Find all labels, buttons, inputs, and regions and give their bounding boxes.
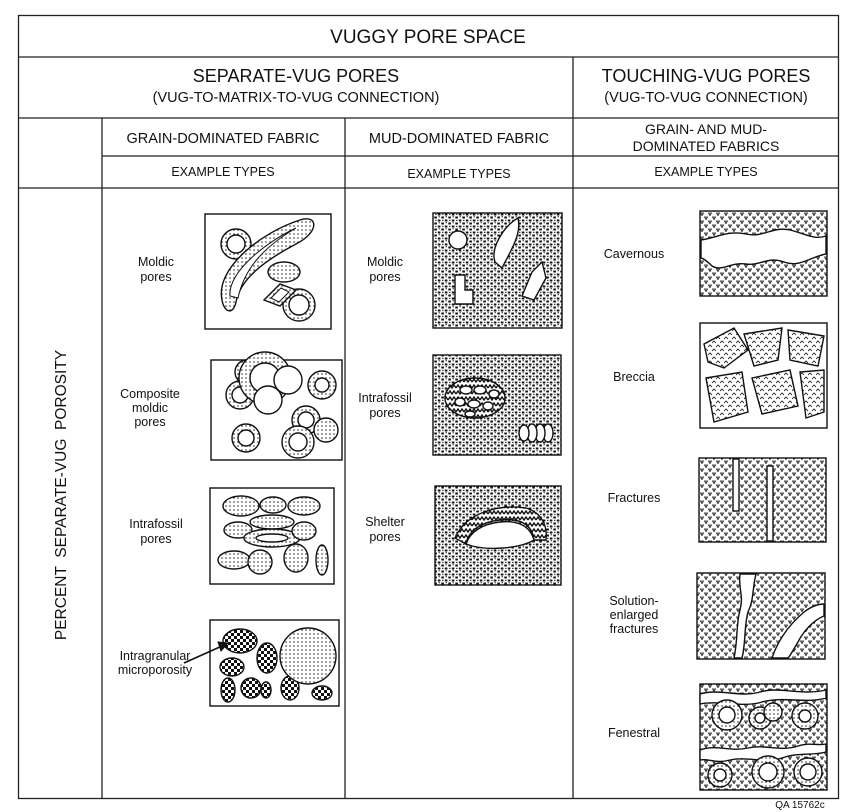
illustration-touching-fractures <box>698 457 827 543</box>
illustration-grain-intrafossil <box>209 487 335 585</box>
illustration-mud-shelter <box>434 485 562 586</box>
separate-vug-title: SEPARATE-VUG PORES <box>193 66 399 86</box>
touching-label-fractures: Fractures <box>608 491 661 505</box>
main-title: VUGGY PORE SPACE <box>330 27 526 48</box>
mud-example-labels: Moldic pores Intrafossil pores Shelter p… <box>358 255 412 544</box>
illustration-touching-cavernous <box>699 210 828 297</box>
touching-vug-title: TOUCHING-VUG PORES <box>602 66 811 86</box>
separate-vug-subtitle: (VUG-TO-MATRIX-TO-VUG CONNECTION) <box>153 90 440 106</box>
touching-example-labels: Cavernous Breccia Fractures Solution- en… <box>604 247 664 740</box>
mud-fabric-header: MUD-DOMINATED FABRIC <box>369 131 549 147</box>
grain-label-moldic-2: pores <box>140 270 171 284</box>
both-fabric-header-line1: GRAIN- AND MUD- <box>645 121 767 137</box>
touching-label-breccia: Breccia <box>613 370 655 384</box>
grain-fabric-header: GRAIN-DOMINATED FABRIC <box>126 131 319 147</box>
grain-label-composite-2: moldic <box>132 401 168 415</box>
grain-label-intragranular-2: microporosity <box>118 663 193 677</box>
illustration-grain-composite <box>210 351 343 461</box>
touching-label-solution-3: fractures <box>610 622 659 636</box>
grain-label-intrafossil-1: Intrafossil <box>129 517 183 531</box>
touching-label-fenestral: Fenestral <box>608 726 660 740</box>
table-grid <box>17 14 840 800</box>
grain-label-composite-1: Composite <box>120 387 180 401</box>
grain-label-intrafossil-2: pores <box>140 532 171 546</box>
illustration-grain-moldic <box>204 213 332 330</box>
both-fabric-header-line2: DOMINATED FABRICS <box>633 138 780 154</box>
figure-id: QA 15762c <box>775 800 824 811</box>
illustration-touching-solution-fractures <box>696 572 826 660</box>
mud-label-shelter-1: Shelter <box>365 515 405 529</box>
percent-porosity-axis-label: PERCENT SEPARATE-VUG POROSITY <box>53 350 70 640</box>
mud-label-moldic-1: Moldic <box>367 255 403 269</box>
example-types-both: EXAMPLE TYPES <box>654 165 757 179</box>
mud-label-moldic-2: pores <box>369 270 400 284</box>
grain-label-composite-3: pores <box>134 415 165 429</box>
touching-label-solution-1: Solution- <box>609 594 658 608</box>
illustration-touching-breccia <box>699 322 828 429</box>
grain-label-intragranular-1: Intragranular <box>120 649 191 663</box>
mud-label-shelter-2: pores <box>369 530 400 544</box>
touching-label-cavernous: Cavernous <box>604 247 664 261</box>
illustration-mud-moldic <box>432 212 563 329</box>
grain-example-labels: Moldic pores Composite moldic pores Intr… <box>118 255 193 677</box>
example-types-mud: EXAMPLE TYPES <box>407 167 510 181</box>
touching-vug-subtitle: (VUG-TO-VUG CONNECTION) <box>604 90 808 106</box>
touching-label-solution-2: enlarged <box>610 608 659 622</box>
example-types-grain: EXAMPLE TYPES <box>171 165 274 179</box>
grain-label-moldic-1: Moldic <box>138 255 174 269</box>
intragranular-pointer-arrow <box>183 641 230 664</box>
illustration-grain-intragranular <box>209 619 340 707</box>
mud-label-intrafossil-2: pores <box>369 406 400 420</box>
illustration-touching-fenestral <box>699 683 828 791</box>
illustration-mud-intrafossil <box>432 354 562 456</box>
mud-label-intrafossil-1: Intrafossil <box>358 391 412 405</box>
